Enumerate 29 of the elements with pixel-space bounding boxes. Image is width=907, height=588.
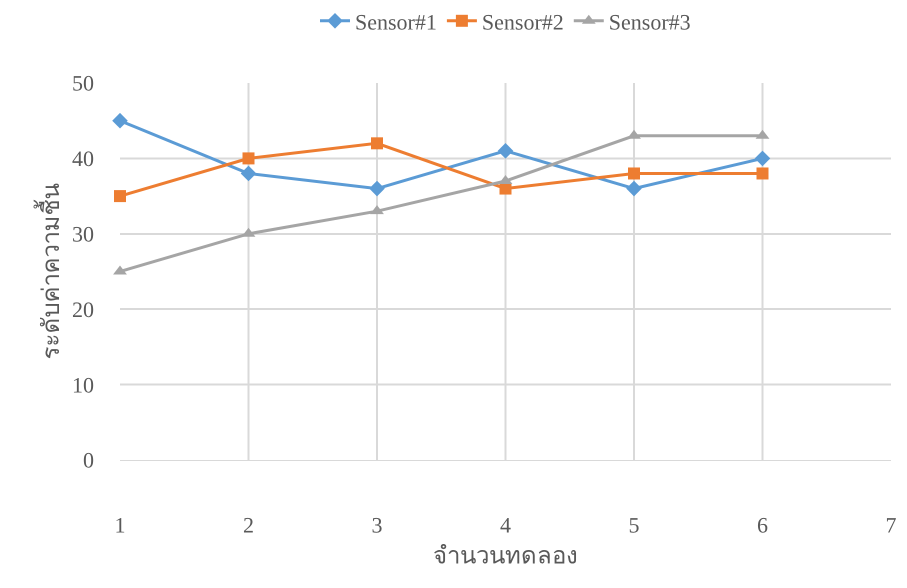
legend-label: Sensor#1 [355, 9, 437, 34]
x-tick-label: 1 [114, 512, 126, 538]
point [369, 180, 385, 196]
y-axis-title: ระดับค่าความชื้น [33, 184, 66, 360]
y-tick-label: 0 [83, 448, 94, 473]
x-tick-label: 3 [372, 512, 382, 538]
point [112, 112, 128, 128]
point [628, 167, 640, 180]
x-tick-label: 2 [243, 512, 254, 538]
point [756, 167, 768, 180]
point [371, 137, 383, 150]
point [114, 190, 126, 202]
point [498, 143, 514, 159]
y-tick-label: 50 [72, 70, 94, 96]
y-tick-label: 10 [72, 372, 94, 398]
y-tick-label: 30 [72, 222, 94, 246]
x-tick-label: 7 [886, 512, 896, 538]
x-axis-title: จำนวนทดลอง [433, 544, 578, 570]
y-tick-label: 20 [72, 296, 94, 322]
legend-label: Sensor#3 [608, 9, 691, 34]
y-tick-label: 40 [72, 146, 94, 172]
point [626, 180, 642, 196]
x-tick-label: 4 [500, 512, 511, 538]
x-tick-label: 5 [628, 512, 640, 538]
legend-label: Sensor#2 [482, 9, 564, 34]
point [240, 166, 256, 182]
point [242, 152, 254, 164]
point [754, 150, 770, 166]
x-tick-label: 6 [757, 512, 768, 538]
